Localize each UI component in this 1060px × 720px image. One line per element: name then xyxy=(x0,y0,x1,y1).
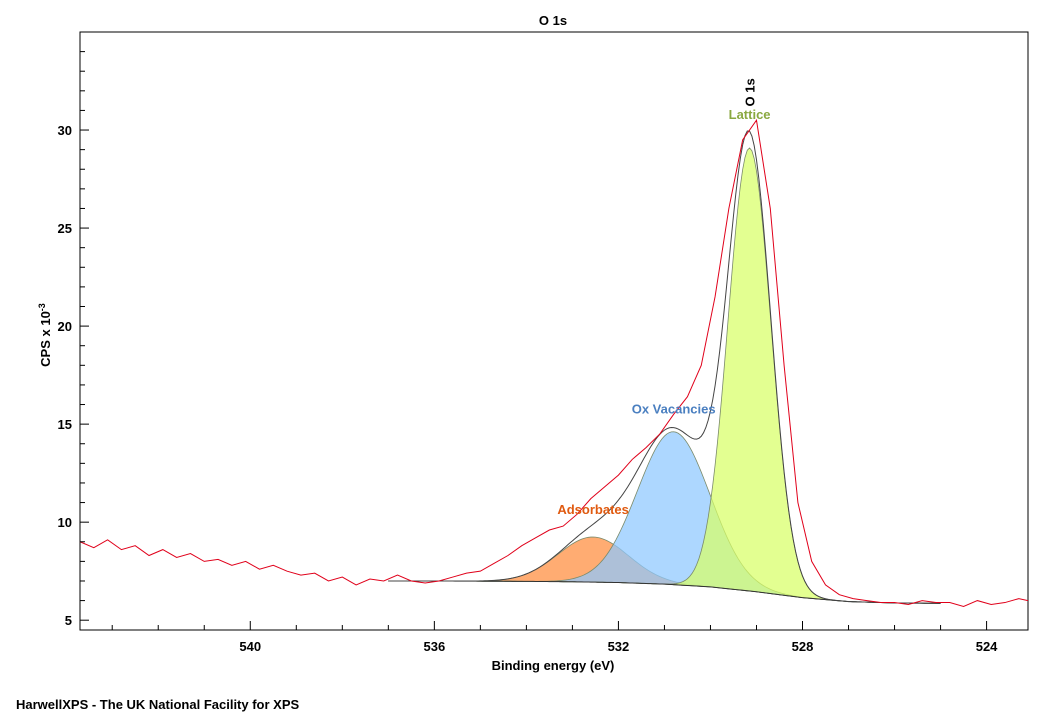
y-tick-label: 25 xyxy=(58,221,72,236)
plot-area xyxy=(79,31,1029,631)
x-axis-ticks: 540 536 532 528 524 xyxy=(111,621,998,654)
peak-label: O 1s xyxy=(743,78,758,106)
x-tick-label: 536 xyxy=(423,639,445,654)
x-axis-label: Binding energy (eV) xyxy=(492,658,615,673)
raw-data-line xyxy=(79,118,1029,607)
y-axis-label: CPS x 10-3 xyxy=(37,303,53,367)
y-tick-label: 15 xyxy=(58,417,72,432)
x-tick-label: 540 xyxy=(239,639,261,654)
chart-title: O 1s xyxy=(539,13,567,28)
fit-lines xyxy=(79,118,1029,607)
y-axis-label-exponent: -3 xyxy=(37,303,47,311)
y-tick-label: 30 xyxy=(58,123,72,138)
y-tick-label: 20 xyxy=(58,319,72,334)
y-tick-label: 10 xyxy=(58,515,72,530)
y-tick-label: 5 xyxy=(65,613,72,628)
x-tick-label: 528 xyxy=(792,639,814,654)
label-adsorbates: Adsorbates xyxy=(557,502,629,517)
label-ox-vacancies: Ox Vacancies xyxy=(632,402,716,417)
label-lattice: Lattice xyxy=(729,107,771,122)
y-axis-label-text: CPS x 10 xyxy=(38,311,53,367)
x-tick-label: 532 xyxy=(608,639,630,654)
y-axis-ticks: 5 10 15 20 25 30 xyxy=(58,51,89,628)
footer-credit: HarwellXPS - The UK National Facility fo… xyxy=(16,697,300,712)
x-tick-label: 524 xyxy=(976,639,998,654)
envelope-line xyxy=(388,130,941,604)
